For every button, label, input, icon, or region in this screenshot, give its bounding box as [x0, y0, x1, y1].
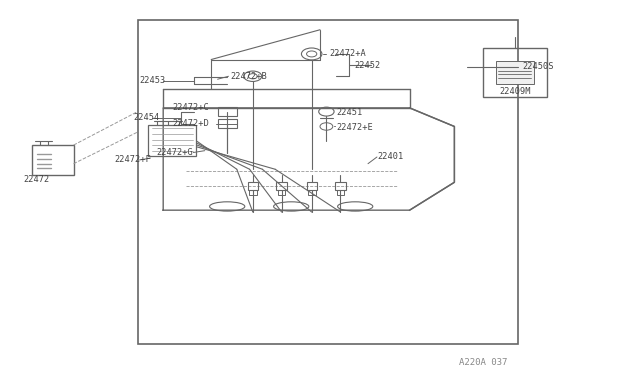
- Bar: [248, 182, 258, 190]
- Bar: [308, 190, 316, 195]
- Text: 22453: 22453: [140, 76, 166, 85]
- Text: 22472+G: 22472+G: [157, 148, 193, 157]
- Bar: [218, 107, 237, 116]
- Text: 22401: 22401: [378, 153, 404, 161]
- Bar: [337, 190, 344, 195]
- Text: 22472+A: 22472+A: [330, 49, 366, 58]
- Bar: [32, 145, 74, 175]
- Bar: [278, 190, 285, 195]
- Text: 22451: 22451: [336, 108, 362, 117]
- Text: 22452: 22452: [354, 61, 380, 70]
- Text: 22472+D: 22472+D: [173, 119, 209, 128]
- Bar: [148, 125, 196, 156]
- Bar: [276, 182, 287, 190]
- Text: 22472: 22472: [23, 175, 50, 184]
- Bar: [138, 20, 518, 344]
- Text: 22454: 22454: [133, 113, 159, 122]
- Text: 22450S: 22450S: [522, 62, 554, 71]
- Text: 22472+B: 22472+B: [230, 72, 267, 81]
- Text: 22472+F: 22472+F: [114, 155, 150, 164]
- Bar: [307, 182, 317, 190]
- Bar: [335, 182, 346, 190]
- Bar: [483, 48, 547, 97]
- Text: 22472+E: 22472+E: [336, 123, 372, 132]
- Text: 22409M: 22409M: [499, 87, 531, 96]
- Bar: [249, 190, 257, 195]
- Text: 22472+C: 22472+C: [173, 103, 209, 112]
- Text: A220A 037: A220A 037: [459, 358, 508, 367]
- Bar: [496, 61, 534, 84]
- Bar: [218, 119, 237, 128]
